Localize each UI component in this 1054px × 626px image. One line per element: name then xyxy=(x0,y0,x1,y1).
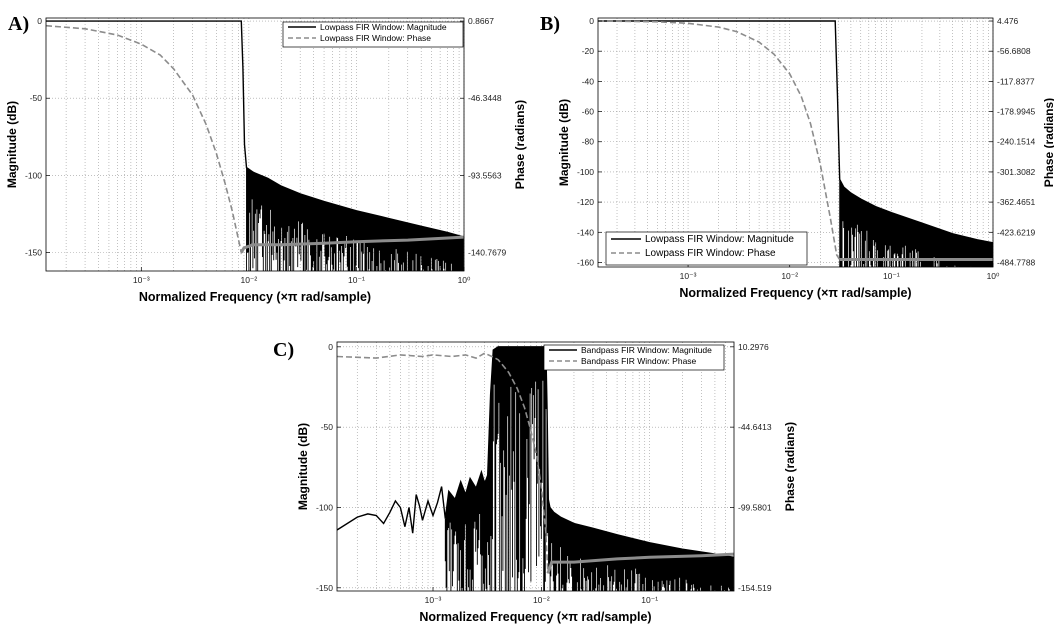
phase-series-tail xyxy=(240,235,464,254)
y2-tick-label: 0.8667 xyxy=(468,16,494,26)
phase-series-line xyxy=(337,352,734,574)
y-tick-label: 0 xyxy=(589,16,594,26)
panel-c: 0 10.2976 -50 -44.6413 -100 -99.5801 -150 -154.… xyxy=(273,339,797,624)
y2-tick-label: -362.4651 xyxy=(997,197,1036,207)
legend-entry: Bandpass FIR Window: Phase xyxy=(581,356,697,366)
x-tick-label: 10⁰ xyxy=(987,271,1000,281)
panel-label: A) xyxy=(8,13,29,35)
y-tick-label: -160 xyxy=(577,257,594,267)
magnitude-ripple xyxy=(839,179,993,267)
y2-tick-label: -46.3448 xyxy=(468,93,502,103)
magnitude-series-line xyxy=(46,20,464,238)
y-tick-label: -20 xyxy=(582,46,595,56)
y-tick-label: 0 xyxy=(328,342,333,352)
magnitude-series-line xyxy=(598,20,993,244)
y2-tick-label: -423.6219 xyxy=(997,227,1036,237)
x-tick-label: 10⁻² xyxy=(240,275,257,285)
panel-a: 0 0.8667 -50 -46.3448 -100 -93.5563 -150 -140.7… xyxy=(5,13,527,304)
legend-entry: Lowpass FIR Window: Magnitude xyxy=(645,234,794,245)
y-tick-label: -150 xyxy=(316,583,333,593)
plot-area xyxy=(598,20,993,267)
x-tick-label: 10⁻² xyxy=(781,271,798,281)
y-axis-label: Magnitude (dB) xyxy=(296,423,310,510)
y2-tick-label: 4.476 xyxy=(997,16,1019,26)
phase-series-line xyxy=(46,24,464,255)
x-axis-label: Normalized Frequency (×π rad/sample) xyxy=(419,610,651,624)
panel-label: B) xyxy=(540,13,560,35)
legend-entry: Lowpass FIR Window: Phase xyxy=(320,33,431,43)
magnitude-ripple xyxy=(246,167,464,271)
y2-tick-label: -56.6808 xyxy=(997,46,1031,56)
y2-tick-label: -301.3082 xyxy=(997,167,1036,177)
y-tick-label: -60 xyxy=(582,107,595,117)
axes-box xyxy=(597,17,994,268)
axes-box xyxy=(45,17,465,272)
x-tick-label: 10⁻³ xyxy=(425,595,442,605)
x-tick-label: 10⁻² xyxy=(533,595,550,605)
y-tick-label: 0 xyxy=(37,16,42,26)
legend-entry: Bandpass FIR Window: Magnitude xyxy=(581,345,712,355)
y-tick-label: -150 xyxy=(25,247,42,257)
panel-label: C) xyxy=(273,339,294,361)
legend-box xyxy=(543,344,725,371)
x-axis-label: Normalized Frequency (×π rad/sample) xyxy=(679,286,911,300)
y-axis-label: Magnitude (dB) xyxy=(557,99,571,186)
y2-tick-label: -240.1514 xyxy=(997,137,1036,147)
y2-tick-label: -484.7788 xyxy=(997,257,1036,267)
x-tick-label: 10⁻¹ xyxy=(641,595,658,605)
y2-tick-label: -117.8377 xyxy=(997,76,1035,86)
y2-tick-label: -154.519 xyxy=(738,583,772,593)
y2-axis-label: Phase (radians) xyxy=(783,422,797,511)
panel-b: 0 4.476 -20 -56.6808 -40 -117.8377 -60 -178.994… xyxy=(540,13,1054,300)
legend-entry: Lowpass FIR Window: Phase xyxy=(645,248,776,259)
phase-series-line xyxy=(598,20,993,261)
magnitude-series-line xyxy=(337,346,734,558)
y2-axis-label: Phase (radians) xyxy=(513,100,527,189)
y-tick-label: -120 xyxy=(577,197,594,207)
x-tick-label: 10⁻³ xyxy=(680,271,697,281)
legend-box xyxy=(605,231,808,266)
y-axis-label: Magnitude (dB) xyxy=(5,101,19,188)
y2-tick-label: -178.9945 xyxy=(997,107,1036,117)
y2-tick-label: -93.5563 xyxy=(468,170,502,180)
y2-tick-label: 10.2976 xyxy=(738,342,769,352)
y2-tick-label: -140.7679 xyxy=(468,247,507,257)
y2-tick-label: -44.6413 xyxy=(738,422,772,432)
legend-entry: Lowpass FIR Window: Magnitude xyxy=(320,22,447,32)
y-tick-label: -100 xyxy=(316,502,333,512)
y2-tick-label: -99.5801 xyxy=(738,502,772,512)
y-tick-label: -140 xyxy=(577,227,594,237)
y-tick-label: -50 xyxy=(321,422,334,432)
phase-series-tail xyxy=(546,552,734,574)
plot-area xyxy=(46,20,464,271)
y-tick-label: -40 xyxy=(582,76,595,86)
y2-axis-label: Phase (radians) xyxy=(1042,98,1054,187)
y-tick-label: -100 xyxy=(25,170,42,180)
y-tick-label: -100 xyxy=(577,167,594,177)
axes-box xyxy=(336,341,735,592)
x-tick-label: 10⁻¹ xyxy=(348,275,365,285)
y-tick-label: -50 xyxy=(30,93,43,103)
plot-area xyxy=(337,346,734,591)
x-tick-label: 10⁻³ xyxy=(133,275,150,285)
legend: Lowpass FIR Window: Magnitude Lowpass FIR… xyxy=(605,231,808,266)
x-tick-label: 10⁰ xyxy=(458,275,471,285)
y-tick-label: -80 xyxy=(582,137,595,147)
legend-box xyxy=(282,21,464,48)
x-tick-label: 10⁻¹ xyxy=(883,271,900,281)
x-axis-label: Normalized Frequency (×π rad/sample) xyxy=(139,290,371,304)
